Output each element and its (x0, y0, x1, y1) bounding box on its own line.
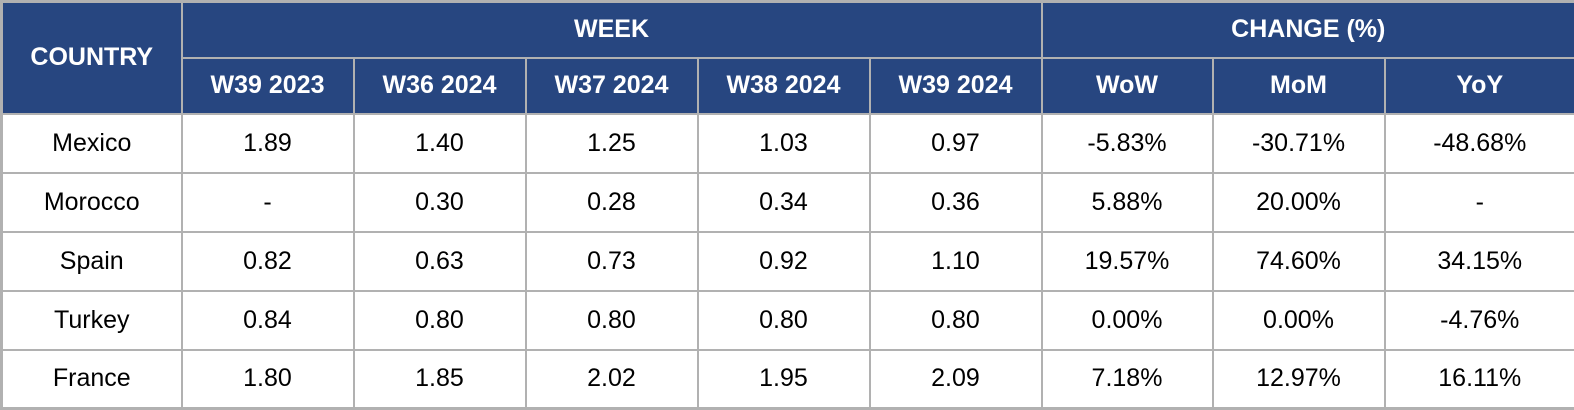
week-value-cell: 0.30 (352, 171, 527, 233)
column-header-week-1: W36 2024 (352, 56, 527, 115)
country-cell: Mexico (0, 112, 183, 174)
table-row: Morocco -0.30 0.28 0.34 0.36 5.88% 20.00% - (0, 171, 1574, 233)
week-value-cell: 0.73 (524, 230, 699, 292)
week-value-cell: 0.80 (524, 289, 699, 351)
week-value-cell: 0.97 (868, 112, 1043, 174)
change-value-cell: 16.11% (1383, 348, 1574, 410)
change-value-cell: 7.18% (1040, 348, 1214, 410)
week-value-cell: 0.92 (696, 230, 871, 292)
week-value-cell: - (180, 171, 355, 233)
table-row: France 1.80 1.85 2.02 1.95 2.09 7.18% 12.97% 16.… (0, 348, 1574, 410)
week-value-cell: 1.80 (180, 348, 355, 410)
change-value-cell: 34.15% (1383, 230, 1574, 292)
country-cell: France (0, 348, 183, 410)
week-value-cell: 0.34 (696, 171, 871, 233)
week-value-cell: 2.02 (524, 348, 699, 410)
change-value-cell: 74.60% (1211, 230, 1386, 292)
table-row: Spain 0.82 0.63 0.73 0.92 1.10 19.57% 74.60% 34.… (0, 230, 1574, 292)
week-value-cell: 2.09 (868, 348, 1043, 410)
column-header-week-2: W37 2024 (524, 56, 699, 115)
change-value-cell: 5.88% (1040, 171, 1214, 233)
country-cell: Morocco (0, 171, 183, 233)
table-row: Turkey 0.84 0.80 0.80 0.80 0.80 0.00% 0.00% -4.7… (0, 289, 1574, 351)
column-header-change-1: MoM (1211, 56, 1386, 115)
change-value-cell: 0.00% (1040, 289, 1214, 351)
change-value-cell: 0.00% (1211, 289, 1386, 351)
table-body: Mexico 1.89 1.40 1.25 1.03 0.97 -5.83% -30.71% -… (0, 112, 1574, 410)
week-value-cell: 0.28 (524, 171, 699, 233)
country-cell: Spain (0, 230, 183, 292)
week-value-cell: 1.95 (696, 348, 871, 410)
column-header-change-2: YoY (1383, 56, 1574, 115)
week-value-cell: 1.25 (524, 112, 699, 174)
column-header-country: COUNTRY (0, 0, 183, 115)
week-value-cell: 1.10 (868, 230, 1043, 292)
header-group-row: COUNTRY WEEK CHANGE (%) (0, 0, 1574, 115)
table-row: Mexico 1.89 1.40 1.25 1.03 0.97 -5.83% -30.71% -… (0, 112, 1574, 174)
change-value-cell: -4.76% (1383, 289, 1574, 351)
week-value-cell: 1.03 (696, 112, 871, 174)
column-header-week-3: W38 2024 (696, 56, 871, 115)
change-value-cell: -5.83% (1040, 112, 1214, 174)
header-subcolumn-row: W39 2023 W36 2024 W37 2024 W38 2024 W39 2024… (2, 56, 1574, 115)
change-value-cell: 19.57% (1040, 230, 1214, 292)
country-cell: Turkey (0, 289, 183, 351)
week-value-cell: 0.80 (352, 289, 527, 351)
week-value-cell: 1.40 (352, 112, 527, 174)
column-header-week-0: W39 2023 (180, 56, 355, 115)
column-header-change-0: WoW (1040, 56, 1214, 115)
week-value-cell: 1.89 (180, 112, 355, 174)
week-value-cell: 0.82 (180, 230, 355, 292)
table-header: COUNTRY WEEK CHANGE (%) W39 2023 W36 2024… (0, 0, 1574, 115)
change-value-cell: 20.00% (1211, 171, 1386, 233)
week-value-cell: 0.63 (352, 230, 527, 292)
change-value-cell: -48.68% (1383, 112, 1574, 174)
week-value-cell: 0.80 (868, 289, 1043, 351)
week-value-cell: 0.36 (868, 171, 1043, 233)
column-group-change: CHANGE (%) (1040, 0, 1574, 59)
change-value-cell: -30.71% (1211, 112, 1386, 174)
week-value-cell: 0.84 (180, 289, 355, 351)
column-group-week: WEEK (180, 0, 1043, 59)
column-header-week-4: W39 2024 (868, 56, 1043, 115)
change-value-cell: 12.97% (1211, 348, 1386, 410)
week-value-cell: 0.80 (696, 289, 871, 351)
week-value-cell: 1.85 (352, 348, 527, 410)
change-value-cell: - (1383, 171, 1574, 233)
